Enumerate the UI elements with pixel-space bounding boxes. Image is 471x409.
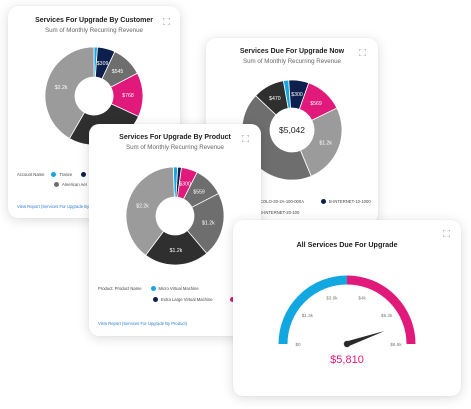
gauge-tick-label: $0 [295, 342, 301, 347]
legend-swatch [321, 199, 326, 204]
slice-label: $569 [310, 101, 322, 107]
gauge-tick-label: $3.6k [326, 295, 338, 300]
legend-item-label: COLO-30-2A-100-000A [260, 199, 304, 204]
product-report-link[interactable]: View Report (Services For Upgrade By Pro… [98, 321, 188, 326]
legend-swatch [54, 182, 59, 187]
gauge-tick-label: $4k [358, 295, 366, 300]
product-legend: Product: Product Name Micro Virtual Mach… [98, 286, 199, 291]
legend-item-label: Extra Large Virtual Machine [161, 297, 213, 302]
gauge-tick-label: $1.3k [302, 313, 314, 318]
product-donut-chart: $300$559 $1.2k $1.2k $2.2k [125, 166, 225, 266]
legend-swatch [51, 172, 57, 177]
slice-label: $470 [269, 96, 281, 102]
legend-item-label: B-INTERNET-10-1000 [329, 199, 371, 204]
product-chart-title: Services For Upgrade By Product [119, 134, 231, 141]
donut-center-value: $5,042 [279, 125, 305, 135]
legend-swatch [229, 297, 235, 302]
gauge-tick-label: $6.5k [390, 342, 402, 347]
legend-title: Product: Product Name [98, 286, 142, 291]
slice-label: $2.2k [136, 204, 149, 210]
due-now-chart-title: Services Due For Upgrade Now [239, 48, 345, 55]
gauge-needle [346, 330, 385, 347]
gauge-band [346, 275, 416, 345]
customer-chart-subtitle: Sum of Monthly Recurring Revenue [44, 27, 143, 34]
slice-label: $1.2k [319, 141, 332, 147]
slice-label: $545 [112, 69, 124, 75]
gauge-title: All Services Due For Upgrade [296, 240, 398, 249]
expand-icon[interactable] [163, 18, 170, 25]
slice-label: $768 [122, 93, 134, 99]
customer-chart-title: Services For Upgrade By Customer [35, 17, 153, 24]
customer-legend-row2: American Aer [54, 182, 87, 187]
legend-swatch [153, 297, 158, 302]
customer-legend: Account Name Trance [17, 172, 87, 177]
customer-chart-card: Services For Upgrade By Customer Sum of … [8, 6, 180, 218]
slice-label: $300 [179, 181, 191, 187]
legend-item-label: Trance [59, 172, 73, 177]
legend-item-label: B-INTERNET-20-100 [260, 210, 300, 215]
donut-slice[interactable] [255, 80, 289, 116]
expand-icon[interactable] [242, 135, 249, 142]
slice-label: $309 [97, 61, 109, 67]
customer-report-link[interactable]: View Report (Services For Upgrade By C [17, 204, 94, 209]
expand-icon[interactable] [359, 49, 366, 56]
due-now-chart-subtitle: Sum of Monthly Recurring Revenue [242, 58, 341, 65]
legend-swatch [150, 286, 156, 291]
slice-label: $1.2k [170, 248, 183, 254]
legend-item-label: American Aer [62, 182, 88, 187]
product-chart-card: Services For Upgrade By Product Sum of M… [89, 124, 261, 336]
slice-label: $1.2k [202, 220, 215, 226]
gauge-band [278, 275, 348, 345]
gauge-card: All Services Due For Upgrade $0 $1.3k $3.6… [233, 220, 461, 396]
product-chart-subtitle: Sum of Monthly Recurring Revenue [125, 144, 224, 151]
slice-label: $300 [291, 92, 303, 98]
legend-swatch [81, 172, 87, 177]
slice-label: $2.2k [55, 85, 68, 91]
donut-slice[interactable] [44, 46, 95, 139]
due-now-legend: COLO-30-2A-100-000A B-INTERNET-10-1000 [252, 199, 371, 204]
gauge-chart: $0 $1.3k $3.6k $4k $5.3k $6.5k [278, 275, 416, 348]
legend-title: Account Name [17, 172, 45, 177]
due-now-legend-row2: B-INTERNET-20-100 [260, 210, 299, 215]
expand-icon[interactable] [443, 230, 450, 237]
gauge-tick-label: $5.3k [381, 313, 393, 318]
legend-item-label: Micro Virtual Machine [158, 286, 199, 291]
slice-label: $559 [193, 190, 205, 196]
gauge-value: $5,810 [330, 354, 364, 366]
donut-slice[interactable] [125, 166, 175, 256]
gauge-needle-hub [343, 340, 351, 348]
